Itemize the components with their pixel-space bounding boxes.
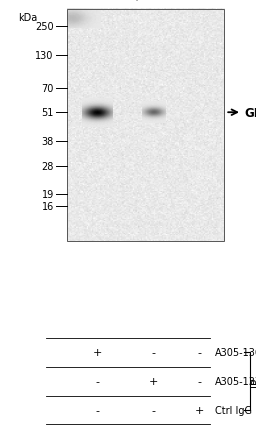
Text: 130: 130 bbox=[35, 51, 54, 61]
Text: -: - bbox=[95, 405, 99, 415]
Text: -: - bbox=[152, 348, 156, 358]
Text: kDa: kDa bbox=[18, 13, 38, 23]
Text: A305-137A: A305-137A bbox=[215, 376, 256, 387]
Text: 70: 70 bbox=[41, 84, 54, 94]
Bar bbox=[67, 9, 224, 242]
Text: 51: 51 bbox=[41, 108, 54, 118]
Text: -: - bbox=[152, 405, 156, 415]
Text: GRSF1: GRSF1 bbox=[244, 107, 256, 120]
Text: 38: 38 bbox=[41, 137, 54, 147]
Text: +: + bbox=[149, 376, 158, 387]
Text: 16: 16 bbox=[41, 202, 54, 212]
Text: -: - bbox=[95, 376, 99, 387]
Text: 28: 28 bbox=[41, 162, 54, 172]
Text: 250: 250 bbox=[35, 22, 54, 32]
Text: 19: 19 bbox=[41, 189, 54, 199]
Text: Ctrl IgG: Ctrl IgG bbox=[215, 405, 252, 415]
Text: IP: IP bbox=[251, 377, 256, 386]
Text: A305-136A: A305-136A bbox=[215, 348, 256, 358]
Text: +: + bbox=[195, 405, 204, 415]
Text: -: - bbox=[198, 376, 202, 387]
Text: -: - bbox=[198, 348, 202, 358]
Text: +: + bbox=[93, 348, 102, 358]
Text: IP/WB: IP/WB bbox=[125, 0, 165, 2]
